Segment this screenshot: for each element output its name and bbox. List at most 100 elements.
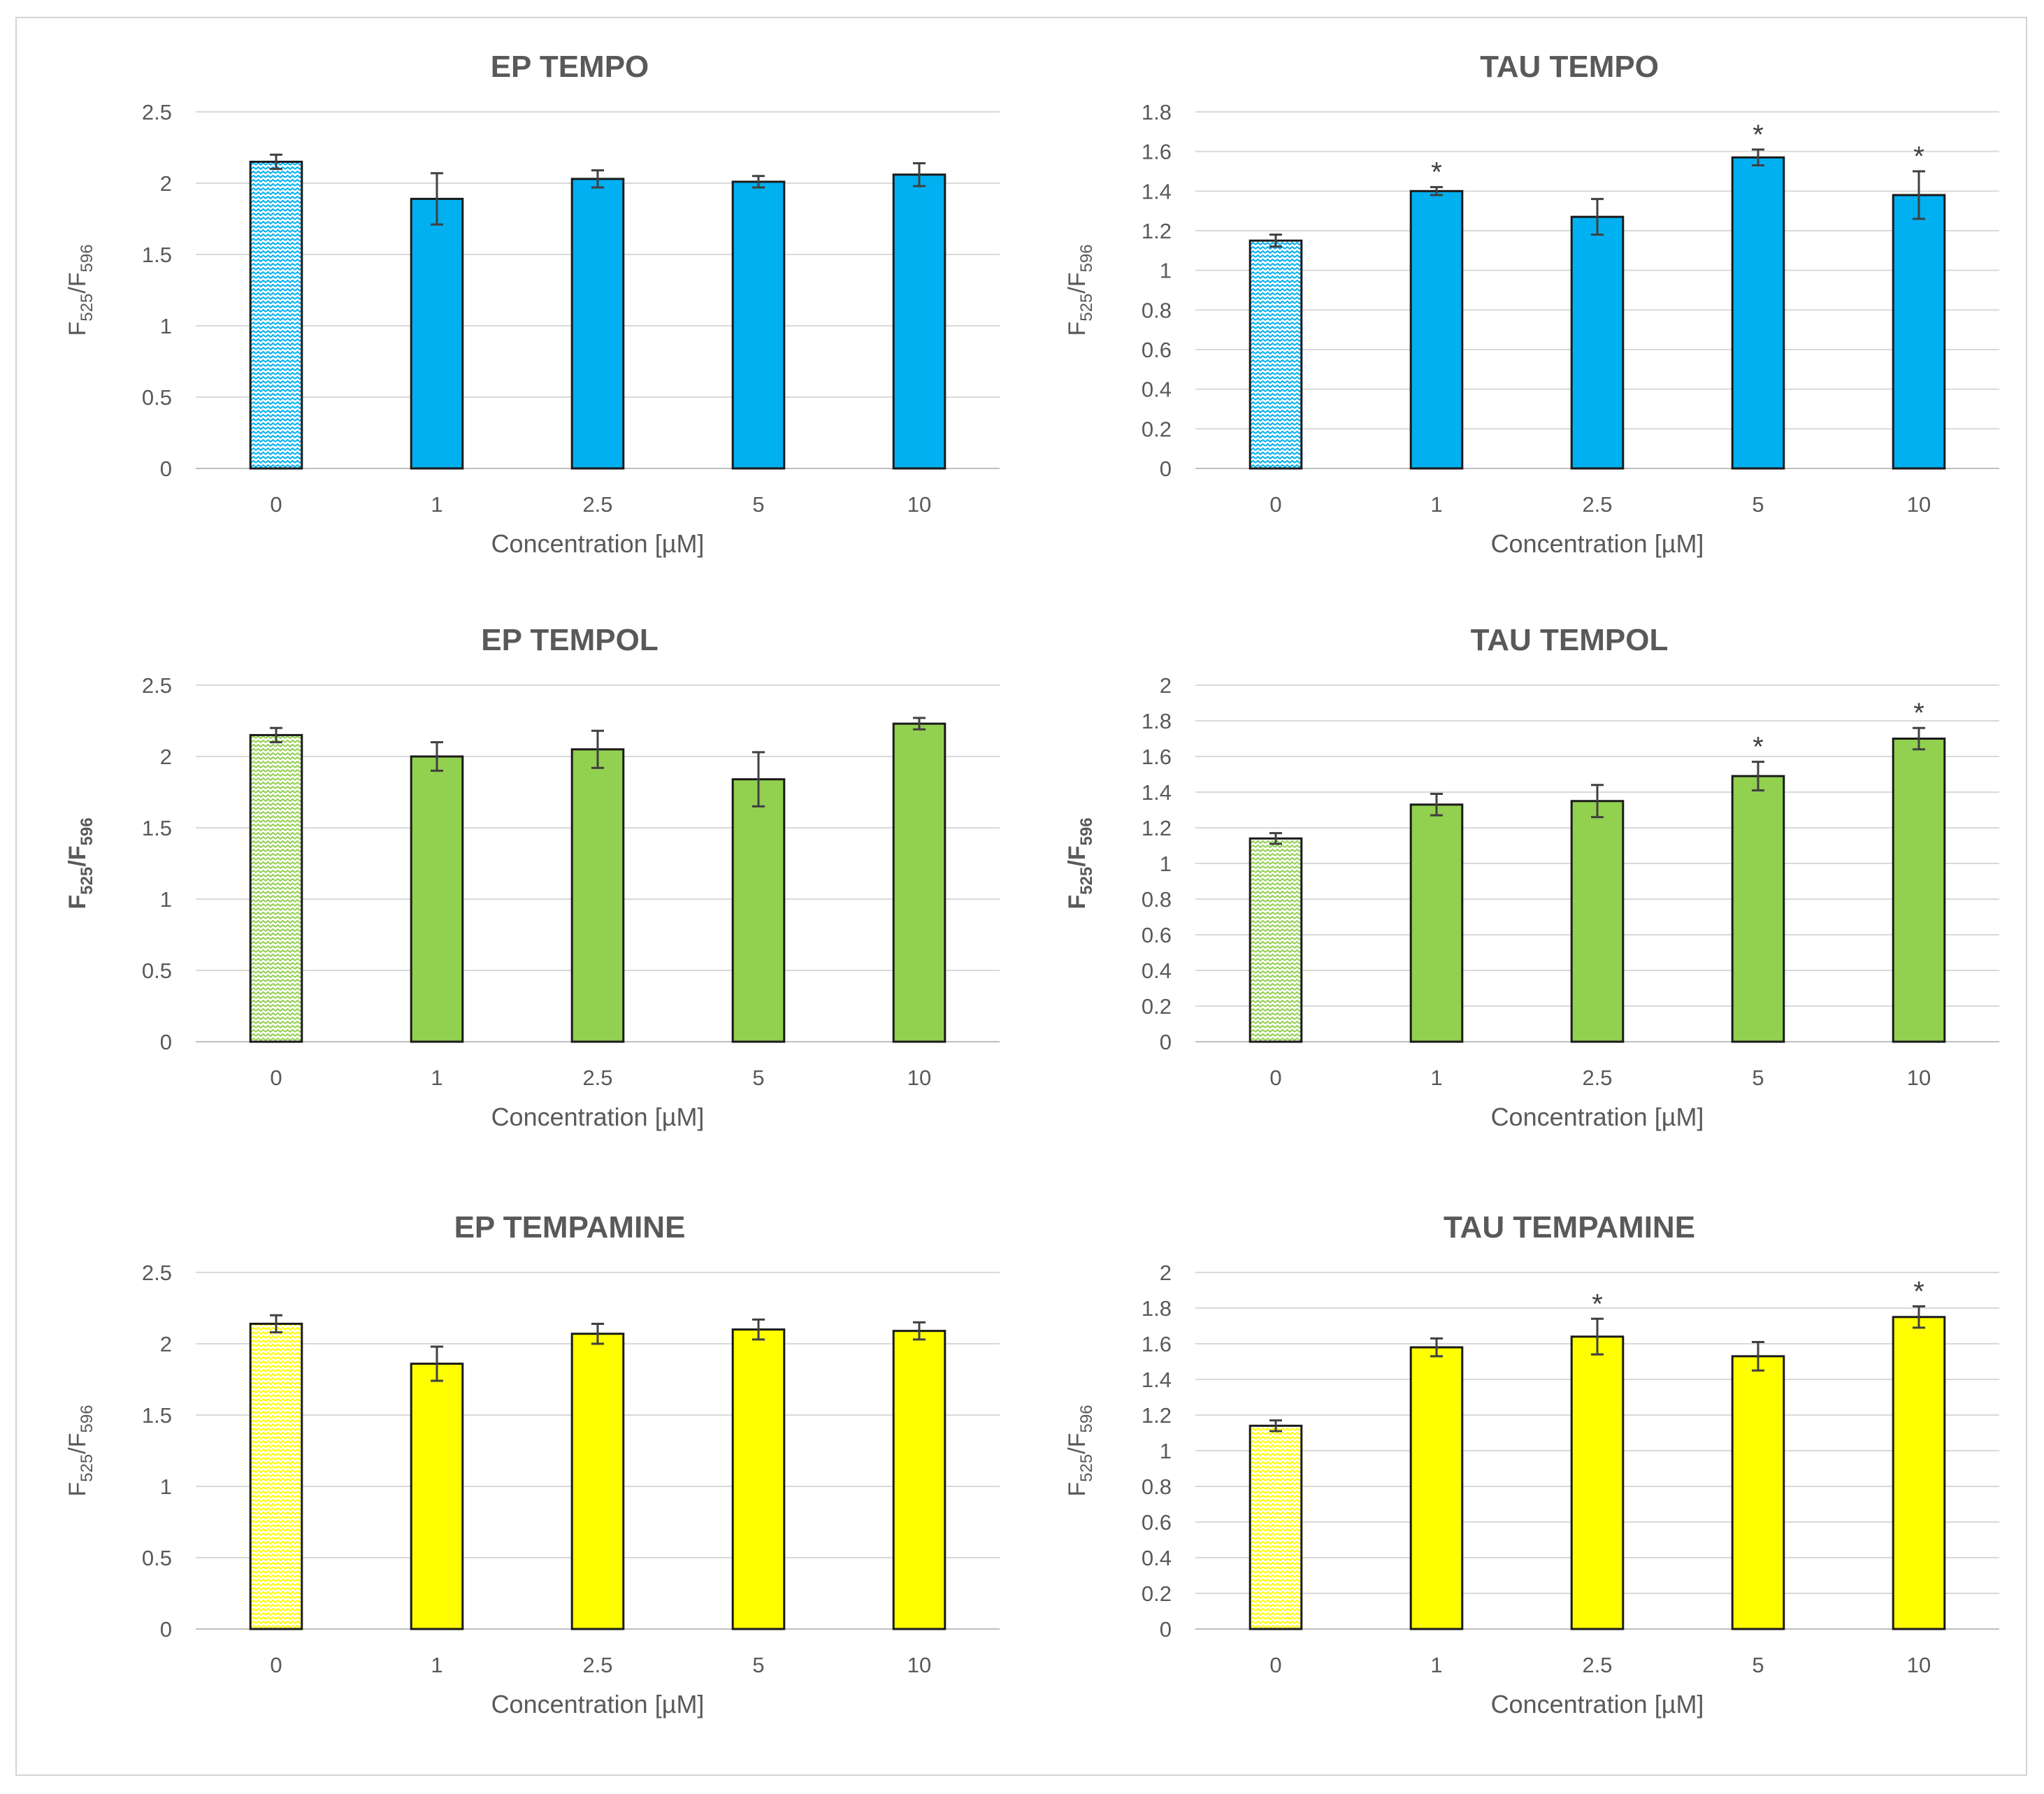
bar-10	[892, 173, 947, 470]
x-tick-label: 0	[270, 492, 282, 517]
chart-title: TAU TEMPO	[1480, 50, 1659, 84]
error-bar	[913, 717, 926, 731]
y-tick-label: 1.4	[1142, 179, 1172, 203]
y-tick-label: 0.8	[1142, 887, 1172, 912]
y-tick-label: 0.6	[1142, 1510, 1172, 1535]
error-bar	[752, 1318, 765, 1341]
y-tick-label: 0.5	[142, 1546, 172, 1570]
chart-title: TAU TEMPOL	[1471, 623, 1669, 657]
chart-ep-tempo: EP TEMPO 0 0.5 1 1.5 2 2.5 F525/F596 0 1 2.5 5 10 Con…	[64, 50, 1000, 558]
x-tick-label: 10	[1907, 492, 1931, 517]
error-bar	[1269, 832, 1282, 845]
error-bar	[1591, 1317, 1604, 1356]
x-tick-label: 10	[1907, 1653, 1931, 1677]
significance-marker: *	[1913, 698, 1924, 729]
x-tick-label: 0	[1269, 1653, 1281, 1677]
error-bar	[752, 175, 765, 189]
y-tick-label: 0.8	[1142, 1474, 1172, 1499]
y-tick-label: 1.8	[1142, 100, 1172, 124]
error-bar	[591, 729, 604, 769]
error-bar	[1752, 148, 1764, 166]
bar-5	[731, 778, 786, 1043]
y-tick-label: 0	[160, 457, 172, 481]
x-tick-label: 5	[1752, 1653, 1764, 1677]
y-tick-label: 1.2	[1142, 219, 1172, 243]
chart-tau-tempo: TAU TEMPO 0 0.2 0.4 0.6 0.8 1 1.2 1.4 1.6 1.8 F525/…	[1064, 50, 1999, 558]
x-tick-label: 0	[270, 1653, 282, 1677]
bar-10	[892, 722, 947, 1043]
bar-5	[1731, 1355, 1785, 1630]
x-axis-label: Concentration [µM]	[1491, 1103, 1704, 1131]
error-bar	[431, 741, 443, 772]
x-tick-label: 10	[907, 1653, 931, 1677]
error-bar	[913, 162, 926, 187]
y-axis-label: F525/F596	[1064, 244, 1096, 336]
y-axis-label: F525/F596	[1064, 817, 1096, 909]
figure-frame	[15, 17, 2027, 1776]
y-tick-label: 1.2	[1142, 1403, 1172, 1428]
x-tick-label: 0	[270, 1065, 282, 1090]
y-tick-label: 1.2	[1142, 816, 1172, 840]
x-tick-label: 1	[431, 1065, 442, 1090]
bar-2-5	[1570, 215, 1625, 470]
chart-title: EP TEMPO	[491, 50, 649, 84]
bar-2-5	[1570, 1335, 1625, 1630]
bar-5	[731, 180, 786, 470]
error-bar	[591, 169, 604, 189]
error-bar	[1430, 793, 1443, 817]
y-tick-label: 1.6	[1142, 1332, 1172, 1356]
y-tick-label: 0	[160, 1617, 172, 1642]
y-tick-label: 0.2	[1142, 417, 1172, 441]
y-tick-label: 0.8	[1142, 298, 1172, 322]
bar-0	[249, 733, 303, 1043]
chart-title: TAU TEMPAMINE	[1444, 1210, 1695, 1244]
x-tick-label: 10	[907, 492, 931, 517]
x-tick-label: 1	[1430, 1065, 1442, 1090]
error-bar	[1430, 1337, 1443, 1358]
x-tick-label: 5	[1752, 492, 1764, 517]
y-tick-label: 0.6	[1142, 923, 1172, 947]
significance-marker: *	[1752, 120, 1764, 150]
y-tick-label: 0.2	[1142, 994, 1172, 1019]
y-tick-label: 2	[1160, 673, 1172, 698]
x-axis-label: Concentration [µM]	[491, 529, 705, 558]
significance-marker: *	[1592, 1289, 1603, 1319]
y-tick-label: 1.5	[142, 243, 172, 267]
x-tick-label: 2.5	[582, 1065, 612, 1090]
y-tick-label: 1.6	[1142, 140, 1172, 164]
y-tick-label: 0.5	[142, 959, 172, 983]
error-bar	[1269, 234, 1282, 248]
chart-tau-tempamine: TAU TEMPAMINE 0 0.2 0.4 0.6 0.8 1 1.2 1.4 1.6 1.8 2…	[1064, 1210, 1999, 1718]
significance-marker: *	[1913, 141, 1924, 172]
bar-5	[1731, 775, 1785, 1043]
y-tick-label: 2	[160, 745, 172, 769]
x-axis-label: Concentration [µM]	[1491, 529, 1704, 558]
x-tick-label: 5	[752, 492, 764, 517]
y-tick-label: 1.8	[1142, 709, 1172, 733]
bar-0	[1248, 1424, 1303, 1630]
error-bar	[1913, 1305, 1925, 1329]
x-tick-label: 0	[1269, 1065, 1281, 1090]
y-tick-label: 1.6	[1142, 745, 1172, 769]
error-bar	[270, 1314, 282, 1334]
error-bar	[1269, 1419, 1282, 1433]
error-bar	[1913, 726, 1925, 751]
y-tick-label: 1.4	[1142, 1368, 1172, 1392]
y-tick-label: 0	[1160, 457, 1172, 481]
y-tick-label: 1	[1160, 259, 1172, 283]
y-axis-label: F525/F596	[1064, 1405, 1096, 1496]
y-tick-label: 1	[160, 887, 172, 912]
y-tick-label: 2.5	[142, 673, 172, 698]
bar-0	[249, 1322, 303, 1630]
bar-2-5	[570, 1333, 625, 1630]
error-bar	[1752, 1340, 1764, 1372]
bar-5	[731, 1328, 786, 1630]
bar-10	[1892, 194, 1946, 470]
x-tick-label: 5	[1752, 1065, 1764, 1090]
chart-ep-tempamine: EP TEMPAMINE 0 0.5 1 1.5 2 2.5 F525/F596 0 1 2.5 5 1…	[64, 1210, 1000, 1718]
x-tick-label: 2.5	[582, 492, 612, 517]
y-tick-label: 0	[1160, 1617, 1172, 1642]
y-axis-label: F525/F596	[64, 1405, 96, 1496]
significance-marker: *	[1752, 732, 1764, 763]
y-tick-label: 1	[1160, 852, 1172, 876]
